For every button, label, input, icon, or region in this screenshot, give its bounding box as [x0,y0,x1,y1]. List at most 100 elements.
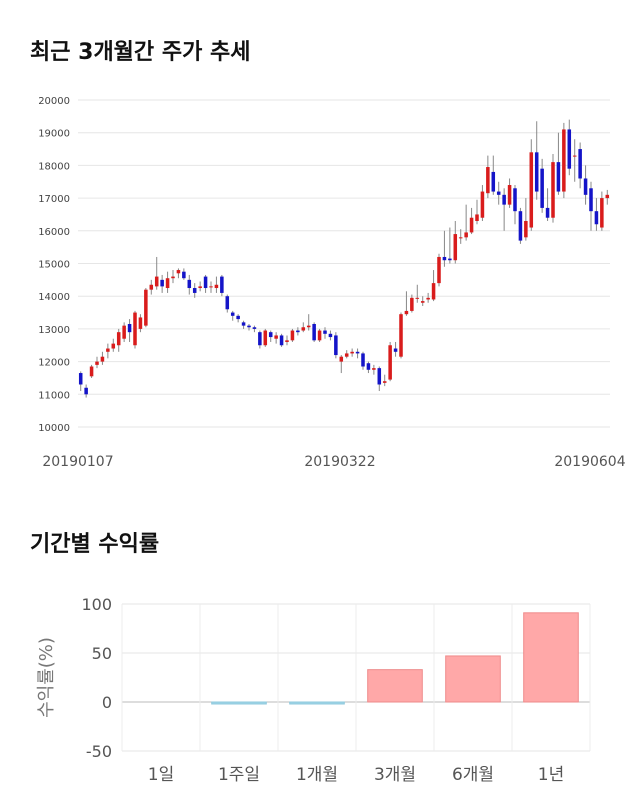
candle-body [111,343,116,349]
candle-body [382,381,387,383]
candle-body [187,279,192,289]
candle-body [355,351,360,354]
candle-body [594,211,599,225]
candle-body [545,207,550,218]
y-tick-label: -50 [86,742,112,761]
candle-body [469,217,474,233]
candle-body [225,296,230,310]
candle-body [274,335,278,339]
candle-body [344,353,349,357]
candle-body [89,366,94,377]
candle-body [431,283,436,300]
candle-body [220,276,224,293]
period-return-title: 기간별 수익률 [30,532,160,557]
return-bar-chart: 100 50 0 -50 1일 1주일 1개월 3개월 6개월 1년 수익률(%) [36,595,591,785]
candle-body [388,345,392,380]
candle-body [290,330,295,341]
candle-body [372,368,376,370]
return-bar [445,655,501,703]
candle-body [209,286,213,288]
candle-body [171,276,175,279]
y-tick-label: 15000 [38,260,70,271]
candle-body [426,297,430,300]
candle-body [144,289,148,326]
candle-body [116,332,121,346]
candle-body [334,335,338,356]
candle-body [480,191,485,218]
x-category-label: 1주일 [218,765,260,785]
candle-body [556,162,561,192]
candle-body [399,314,403,357]
candle-body [448,258,452,261]
candle-body [551,162,555,218]
candle-body [176,270,181,274]
candle-body [393,348,398,352]
y-tick-label: 10000 [38,423,70,434]
y-tick-label: 14000 [38,292,70,303]
candle-body [361,353,365,367]
y-tick-label: 0 [102,693,112,712]
candle-body [100,356,105,362]
candle-body [312,323,316,341]
candle-body [122,325,126,339]
candle-body [78,373,83,385]
candle-body [95,361,99,365]
candle-body [442,256,447,261]
candle-body [154,276,159,287]
candle-body [420,301,425,303]
y-tick-label: 16000 [38,227,70,238]
y-tick-label: 20000 [38,96,70,107]
candle-body [165,278,170,289]
candle-body [415,297,420,299]
return-bar [211,701,267,705]
y-tick-label: 13000 [38,325,70,336]
candle-body [486,167,490,194]
candle-body [534,152,539,192]
candle-body [562,129,566,192]
candle-body [317,330,322,341]
y-tick-label: 11000 [38,390,70,401]
candle-body [513,188,517,212]
candle-body [578,149,582,179]
candle-body [84,387,88,395]
candle-body [149,284,154,290]
candle-body [252,327,257,329]
candle-body [138,317,143,329]
candle-body [203,276,208,289]
candle-body [241,322,246,326]
y-tick-label: 50 [92,644,112,663]
candle-body [198,286,202,289]
candle-body [236,315,240,320]
x-category-label: 6개월 [452,765,494,785]
candle-body [192,288,197,293]
candle-body [458,237,463,239]
candle-body [301,327,306,331]
y-tick-label: 17000 [38,194,70,205]
candle-body [306,325,311,328]
y-axis-label: 수익률(%) [36,637,57,718]
candle-body [247,325,251,328]
candle-body [540,168,544,208]
y-tick-label: 12000 [38,358,70,369]
candle-body [600,198,604,228]
x-category-label: 1개월 [296,765,338,785]
candle-body [350,351,354,354]
candle-body [496,191,501,195]
candle-body [263,330,268,346]
candle-body [404,310,409,315]
return-bar [289,701,345,705]
x-tick-label: 20190604 [554,454,625,470]
candle-body [464,232,468,238]
candle-body [524,220,528,238]
candle-body [518,211,523,241]
candle-body [160,279,164,287]
candle-body [323,330,327,334]
candle-body [475,214,479,221]
x-category-label: 3개월 [374,765,416,785]
candle-body [507,185,512,205]
candle-body [589,188,593,212]
x-category-label: 1년 [538,765,564,785]
candle-body [182,271,186,279]
candle-body [453,234,458,261]
candle-body [258,332,262,346]
